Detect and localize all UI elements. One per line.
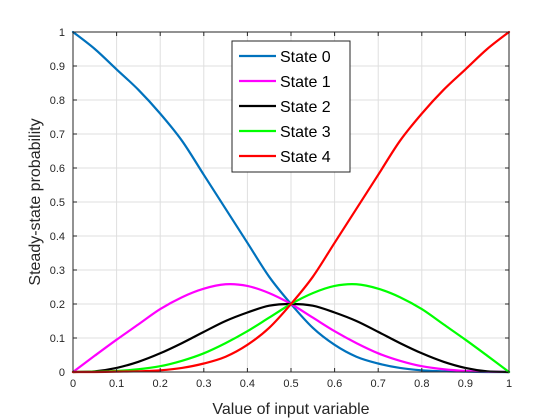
y-tick-label: 0.2 — [50, 299, 65, 311]
x-tick-label: 0.9 — [458, 378, 473, 390]
series-layer — [71, 30, 511, 374]
x-axis-label: Value of input variable — [212, 401, 369, 418]
x-tick-label: 0.1 — [109, 378, 124, 390]
y-tick-label: 0.4 — [50, 231, 65, 243]
y-tick-label: 0 — [59, 367, 65, 379]
legend-label-state-2: State 2 — [280, 99, 331, 116]
y-tick-label: 0.5 — [50, 197, 65, 209]
legend-label-state-1: State 1 — [280, 74, 331, 91]
legend: State 0 State 1 State 2 State 3 State 4 — [231, 40, 351, 173]
legend-label-state-3: State 3 — [280, 124, 331, 141]
x-tick-label: 0 — [70, 378, 76, 390]
y-tick-label: 0.7 — [50, 129, 65, 141]
x-tick-label: 0.4 — [240, 378, 255, 390]
series-line-state-4 — [71, 30, 511, 374]
y-tick-label: 0.3 — [50, 265, 65, 277]
y-tick-label: 0.9 — [50, 61, 65, 73]
legend-label-state-0: State 0 — [280, 49, 331, 66]
legend-label-state-4: State 4 — [280, 149, 331, 166]
y-tick-label: 0.1 — [50, 333, 65, 345]
x-tick-label: 0.2 — [153, 378, 168, 390]
x-tick-label: 0.7 — [371, 378, 386, 390]
x-tick-label: 1 — [506, 378, 512, 390]
y-tick-label: 0.8 — [50, 95, 65, 107]
x-tick-label: 0.6 — [327, 378, 342, 390]
y-tick-label: 0.6 — [50, 163, 65, 175]
x-tick-label: 0.5 — [283, 378, 298, 390]
x-tick-label: 0.8 — [414, 378, 429, 390]
x-tick-label: 0.3 — [196, 378, 211, 390]
y-axis-label: Steady-state probability — [27, 118, 44, 285]
y-tick-label: 1 — [59, 27, 65, 39]
axis-ticks: 0 0.1 0.2 0.3 0.4 0.5 0.6 0.7 0.8 0.9 1 0 0.1 0.2 0.3 0… — [50, 27, 512, 390]
